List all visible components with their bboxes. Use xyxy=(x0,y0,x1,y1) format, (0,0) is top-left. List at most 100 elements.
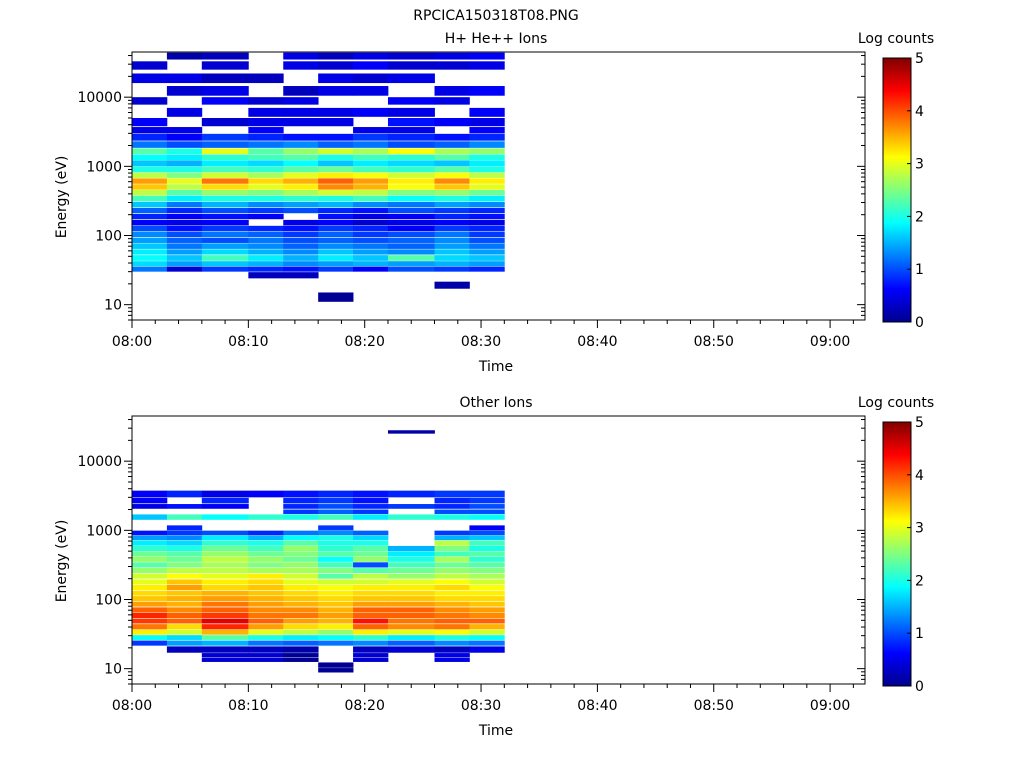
heatmap-cell xyxy=(434,52,470,60)
heatmap-cell xyxy=(132,624,168,630)
heatmap-cell xyxy=(166,213,203,220)
heatmap-cell xyxy=(318,514,354,520)
heatmap-cell xyxy=(201,618,249,624)
heatmap-cell xyxy=(201,568,249,574)
heatmap-cell xyxy=(283,540,319,546)
heatmap-cell xyxy=(166,86,203,96)
heatmap-cell xyxy=(387,624,435,630)
heatmap-cell xyxy=(318,629,354,635)
heatmap-cell xyxy=(434,154,470,161)
figure-title: RPCICA150318T08.PNG xyxy=(413,8,578,24)
heatmap-cell xyxy=(248,272,284,279)
heatmap-cell xyxy=(469,178,505,184)
heatmap-cell xyxy=(387,225,435,232)
heatmap-cell xyxy=(387,160,435,167)
heatmap-cell xyxy=(318,172,354,178)
colorbar-tick-label: 0 xyxy=(915,679,924,695)
heatmap-cell xyxy=(132,202,168,208)
heatmap-cell xyxy=(434,624,470,630)
heatmap-cell xyxy=(248,213,284,220)
colorbar: 0 1 2 3 4 5 xyxy=(882,51,924,331)
heatmap-cell xyxy=(132,514,168,520)
heatmap-cell xyxy=(318,148,354,155)
heatmap-cell xyxy=(318,61,354,70)
heatmap-cell xyxy=(248,579,284,585)
heatmap-cell xyxy=(434,612,470,618)
heatmap-cell xyxy=(248,590,284,596)
heatmap-cell xyxy=(201,497,249,504)
heatmap-cell xyxy=(132,237,168,243)
heatmap-cell xyxy=(387,107,435,117)
heatmap-cell xyxy=(469,612,505,618)
heatmap-cell xyxy=(318,562,354,568)
heatmap-cell xyxy=(353,73,389,84)
heatmap-cell xyxy=(387,629,435,635)
heatmap-cell xyxy=(201,237,249,243)
heatmap-cell xyxy=(248,640,284,646)
heatmap-cell xyxy=(318,107,354,117)
heatmap-cell xyxy=(248,653,284,658)
x-tick-label: 08:20 xyxy=(345,698,385,714)
heatmap-cell xyxy=(132,573,168,579)
x-axis-ticks: 08:00 08:10 08:20 08:30 08:40 08:50 09:00 xyxy=(112,320,854,350)
heatmap-cell xyxy=(283,118,319,127)
heatmap-cell xyxy=(318,237,354,243)
heatmap-cell xyxy=(248,585,284,591)
heatmap-cell xyxy=(248,73,284,84)
heatmap-cell xyxy=(283,497,319,504)
heatmap-cell xyxy=(132,535,168,541)
heatmap-cell xyxy=(469,249,505,255)
heatmap-cell xyxy=(166,596,203,602)
heatmap-cell xyxy=(353,178,389,184)
heatmap-cell xyxy=(387,61,435,70)
heatmap-cell xyxy=(353,266,389,272)
heatmap-cell xyxy=(248,573,284,579)
heatmap-cell xyxy=(353,231,389,238)
colorbar-tick-label: 3 xyxy=(915,521,924,537)
heatmap-cell xyxy=(283,249,319,255)
heatmap-cell xyxy=(387,601,435,607)
heatmap-cell xyxy=(132,261,168,267)
heatmap-cell xyxy=(201,635,249,640)
heatmap-cell xyxy=(201,202,249,208)
heatmap-cell xyxy=(353,490,389,498)
heatmap-cell xyxy=(283,107,319,117)
heatmap-cell xyxy=(353,249,389,255)
heatmap-cell xyxy=(166,540,203,546)
heatmap-cell xyxy=(201,207,249,214)
heatmap-cell xyxy=(469,141,505,148)
heatmap-cell xyxy=(353,596,389,602)
heatmap-cell xyxy=(201,148,249,155)
heatmap-cell xyxy=(166,189,203,196)
heatmap-cell xyxy=(201,612,249,618)
heatmap-cell xyxy=(166,133,203,141)
heatmap-cell xyxy=(353,243,389,249)
heatmap-cell xyxy=(166,107,203,117)
heatmap-cell xyxy=(201,249,249,255)
x-tick-label: 09:00 xyxy=(810,698,850,714)
x-tick-label: 08:30 xyxy=(461,334,501,350)
heatmap-cell xyxy=(318,556,354,562)
heatmap-cell xyxy=(283,61,319,70)
x-tick-label: 08:10 xyxy=(228,698,268,714)
heatmap-cell xyxy=(318,243,354,249)
heatmap-cell xyxy=(387,640,435,646)
heatmap-cell xyxy=(318,207,354,214)
heatmap-cell xyxy=(353,202,389,208)
heatmap-cell xyxy=(132,556,168,562)
heatmap-cell xyxy=(434,535,470,541)
y-axis-ticks: 10 100 1000 10000 xyxy=(77,55,865,321)
heatmap-cell xyxy=(132,118,168,127)
heatmap-cell xyxy=(201,118,249,127)
heatmap-cell xyxy=(201,73,249,84)
colorbar-gradient xyxy=(882,421,912,687)
heatmap-cell xyxy=(469,213,505,220)
x-tick-label: 08:40 xyxy=(577,698,617,714)
heatmap-cell xyxy=(201,52,249,60)
heatmap-cell xyxy=(201,607,249,613)
heatmap-cell xyxy=(353,646,389,653)
heatmap-cell xyxy=(132,127,168,134)
heatmap-cell xyxy=(248,568,284,574)
colorbar-tick-label: 0 xyxy=(915,315,924,331)
x-tick-label: 08:50 xyxy=(694,698,734,714)
